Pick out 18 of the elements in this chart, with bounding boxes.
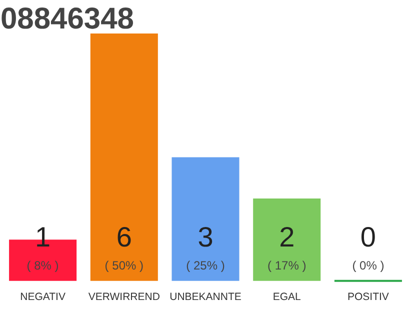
data-label: 3 xyxy=(198,221,214,252)
annotation: ( 8% ) xyxy=(26,258,59,272)
x-tick-label: POSITIV xyxy=(347,290,389,303)
x-tick-label: NEGATIV xyxy=(20,290,66,303)
annotation: ( 17% ) xyxy=(268,258,306,272)
data-label: 2 xyxy=(279,221,295,252)
x-tick-label: EGAL xyxy=(272,290,302,303)
annotation: ( 25% ) xyxy=(186,258,225,272)
x-tick-label: UNBEKANNTE xyxy=(170,290,242,303)
annotation: ( 0% ) xyxy=(352,258,384,272)
bar xyxy=(253,198,321,281)
data-label: 0 xyxy=(360,221,376,252)
annotation: ( 50% ) xyxy=(104,258,144,272)
data-label: 6 xyxy=(116,221,132,252)
bar xyxy=(90,34,158,281)
chart-title: 08846348 xyxy=(0,2,134,36)
x-tick-label: VERWIRREND xyxy=(88,290,160,303)
bar xyxy=(172,157,240,281)
